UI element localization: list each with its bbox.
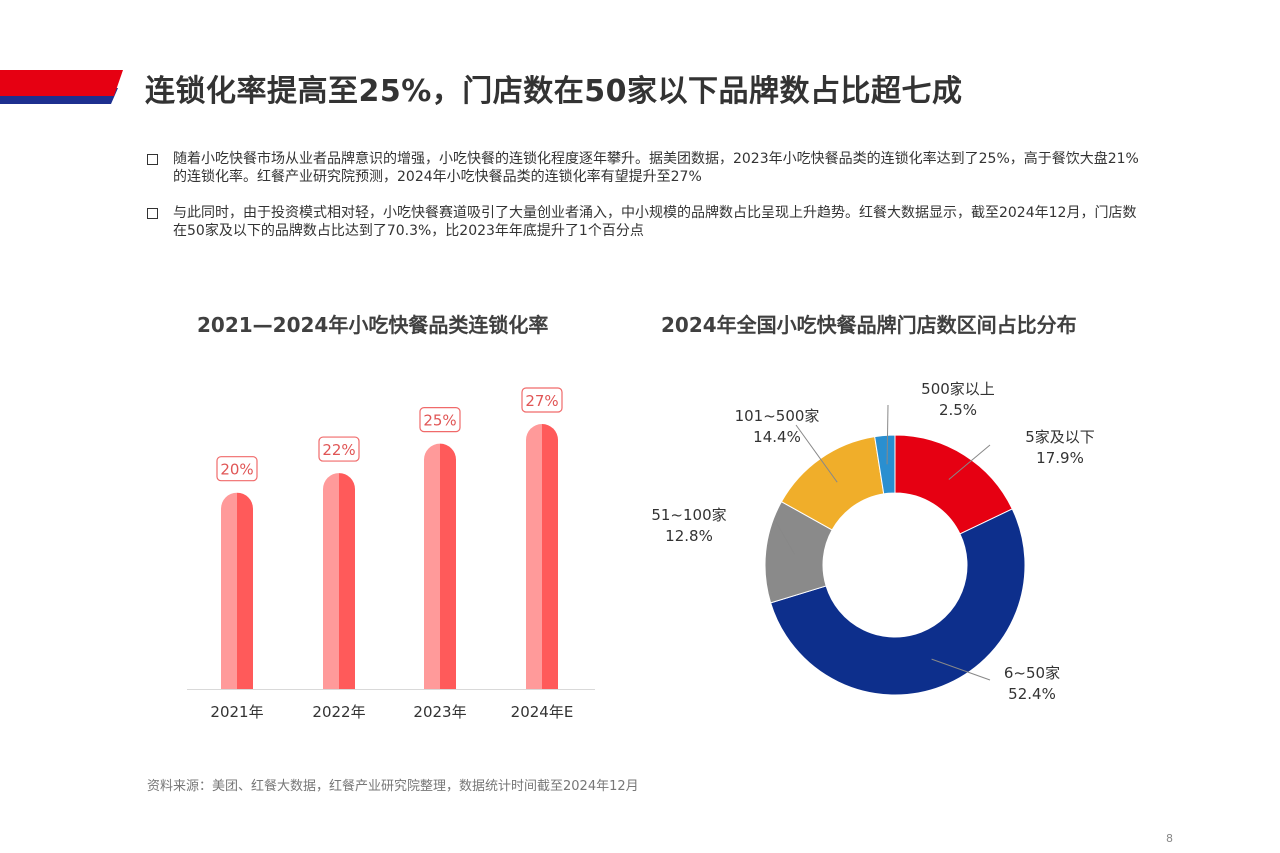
bar-chart: 20% 2021年 22% 2022年 25% 2023年 27% 2024年E	[187, 387, 595, 721]
leader-line	[948, 444, 991, 480]
bullet-text: 与此同时，由于投资模式相对轻，小吃快餐赛道吸引了大量创业者涌入，中小规模的品牌数…	[173, 205, 1137, 239]
x-tick-label: 2024年E	[511, 703, 574, 721]
source-note: 资料来源：美团、红餐大数据，红餐产业研究院整理，数据统计时间截至2024年12月	[147, 779, 639, 794]
slice-value-label: 14.4%	[753, 428, 801, 446]
square-bullet-icon	[147, 154, 158, 165]
slice-value-label: 2.5%	[939, 401, 977, 419]
page-title: 连锁化率提高至25%，门店数在50家以下品牌数占比超七成	[145, 74, 963, 109]
leader-line	[931, 658, 991, 681]
slice-label: 51~100家	[651, 506, 726, 524]
slice-value-label: 52.4%	[1008, 685, 1056, 703]
slice-value-label: 17.9%	[1036, 449, 1084, 467]
leader-line	[795, 424, 838, 483]
bar	[221, 492, 253, 689]
data-label-box	[318, 436, 360, 462]
data-label: 20%	[220, 461, 253, 479]
x-tick-label: 2022年	[312, 703, 365, 721]
data-label: 25%	[423, 412, 456, 430]
bar	[424, 443, 456, 689]
data-label-box	[521, 387, 563, 413]
bar	[526, 424, 558, 689]
bullet-text: 随着小吃快餐市场从业者品牌意识的增强，小吃快餐的连锁化程度逐年攀升。据美团数据，…	[173, 151, 1139, 185]
data-label-box	[419, 407, 461, 433]
x-tick-label: 2021年	[210, 703, 263, 721]
donut-chart-title: 2024年全国小吃快餐品牌门店数区间占比分布	[661, 313, 1077, 337]
data-label-box	[216, 456, 258, 482]
slice-label: 101~500家	[735, 407, 820, 425]
x-tick-label: 2023年	[413, 703, 466, 721]
slice-value-label: 12.8%	[665, 527, 713, 545]
square-bullet-icon	[147, 208, 158, 219]
bullet-item: 与此同时，由于投资模式相对轻，小吃快餐赛道吸引了大量创业者涌入，中小规模的品牌数…	[147, 204, 1147, 240]
slice-label: 500家以上	[921, 380, 995, 398]
donut-slice	[874, 434, 896, 495]
data-label: 22%	[322, 441, 355, 459]
data-label: 27%	[525, 392, 558, 410]
bullet-item: 随着小吃快餐市场从业者品牌意识的增强，小吃快餐的连锁化程度逐年攀升。据美团数据，…	[147, 150, 1147, 186]
bar-chart-title: 2021—2024年小吃快餐品类连锁化率	[197, 313, 549, 337]
leader-line	[886, 404, 889, 465]
donut-chart: 5家及以下 17.9% 6~50家 52.4% 51~100家 12.8% 101~500家…	[651, 380, 1095, 703]
slice-label: 5家及以下	[1025, 428, 1095, 446]
header-stripe-logo	[0, 70, 123, 104]
bar	[323, 473, 355, 689]
donut-slice	[770, 508, 1026, 696]
leader-line	[775, 521, 796, 555]
page-number: 8	[1166, 832, 1173, 845]
slice-label: 6~50家	[1004, 664, 1060, 682]
